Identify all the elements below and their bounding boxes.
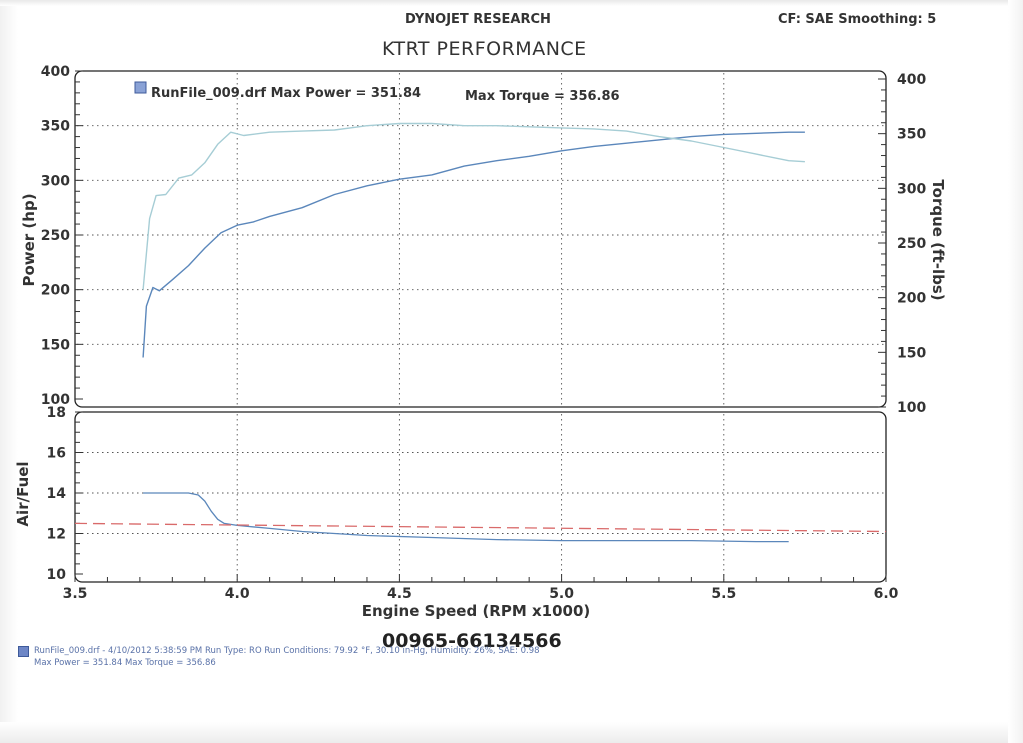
company-name: DYNOJET RESEARCH bbox=[405, 12, 551, 27]
power-tick-label: 350 bbox=[41, 119, 70, 135]
air-fuel-tick-label: 10 bbox=[47, 567, 67, 583]
scan-edge-bottom bbox=[0, 722, 1023, 743]
air-fuel-tick-label: 12 bbox=[47, 527, 66, 543]
torque-axis-label: Torque (ft-lbs) bbox=[929, 179, 947, 300]
power-tick-label: 250 bbox=[41, 228, 70, 244]
power-axis-label: Power (hp) bbox=[20, 193, 38, 286]
legend-power-text: RunFile_009.drf Max Power = 351.84 bbox=[151, 86, 421, 101]
torque-tick-label: 150 bbox=[897, 345, 926, 361]
torque-tick-label: 350 bbox=[897, 127, 926, 143]
serial-number: 00965-66134566 bbox=[382, 630, 562, 652]
air-fuel-panel bbox=[74, 411, 887, 583]
torque-tick-label: 400 bbox=[897, 72, 926, 88]
power-axis-tick-labels: 100 150 200 250 300 350 400 bbox=[41, 64, 70, 408]
rpm-axis-label: Engine Speed (RPM x1000) bbox=[362, 602, 591, 620]
air-fuel-axis-label: Air/Fuel bbox=[14, 461, 32, 526]
air-fuel-tick-label: 16 bbox=[47, 446, 66, 462]
rpm-tick-label: 3.5 bbox=[63, 586, 88, 602]
air-fuel-tick-labels: 10 12 14 16 18 bbox=[47, 405, 67, 583]
target-line bbox=[74, 522, 887, 533]
air-fuel-ticks bbox=[74, 411, 887, 582]
torque-axis-tick-labels: 100 150 200 250 300 350 400 bbox=[897, 72, 926, 416]
legend-swatch bbox=[134, 81, 147, 94]
rpm-tick-label: 4.5 bbox=[387, 586, 412, 602]
power-torque-panel bbox=[74, 70, 887, 408]
rpm-tick-label: 5.0 bbox=[549, 586, 574, 602]
torque-tick-label: 300 bbox=[897, 181, 926, 197]
power-tick-label: 150 bbox=[41, 337, 70, 353]
chart-title: KTRT PERFORMANCE bbox=[382, 38, 587, 60]
scan-edge-right bbox=[1008, 0, 1023, 743]
footer-swatch bbox=[18, 646, 29, 657]
legend-torque-text: Max Torque = 356.86 bbox=[465, 89, 620, 104]
scan-edge-left bbox=[0, 0, 18, 743]
run-max-line: Max Power = 351.84 Max Torque = 356.86 bbox=[34, 658, 216, 668]
air-fuel-lines bbox=[74, 492, 887, 543]
rpm-tick-label: 4.0 bbox=[225, 586, 250, 602]
power-tick-label: 100 bbox=[41, 392, 70, 408]
torque-tick-label: 250 bbox=[897, 236, 926, 252]
torque-line bbox=[142, 122, 805, 290]
power-tick-label: 200 bbox=[41, 283, 70, 299]
correction-smoothing-info: CF: SAE Smoothing: 5 bbox=[778, 12, 937, 27]
scan-edge-top bbox=[0, 0, 1023, 6]
rpm-tick-label: 5.5 bbox=[711, 586, 736, 602]
afr-line bbox=[143, 492, 789, 543]
air-fuel-tick-label: 18 bbox=[47, 405, 66, 421]
rpm-tick-labels: 3.5 4.0 4.5 5.0 5.5 6.0 bbox=[63, 586, 899, 602]
power-torque-lines bbox=[142, 122, 805, 358]
power-torque-ticks bbox=[75, 70, 886, 408]
torque-tick-label: 200 bbox=[897, 291, 926, 307]
air-fuel-tick-label: 14 bbox=[47, 486, 67, 502]
torque-tick-label: 100 bbox=[897, 400, 926, 416]
rpm-tick-label: 6.0 bbox=[874, 586, 899, 602]
power-tick-label: 400 bbox=[41, 64, 70, 80]
run-info-line: RunFile_009.drf - 4/10/2012 5:38:59 PM R… bbox=[34, 646, 540, 656]
power-tick-label: 300 bbox=[41, 173, 70, 189]
